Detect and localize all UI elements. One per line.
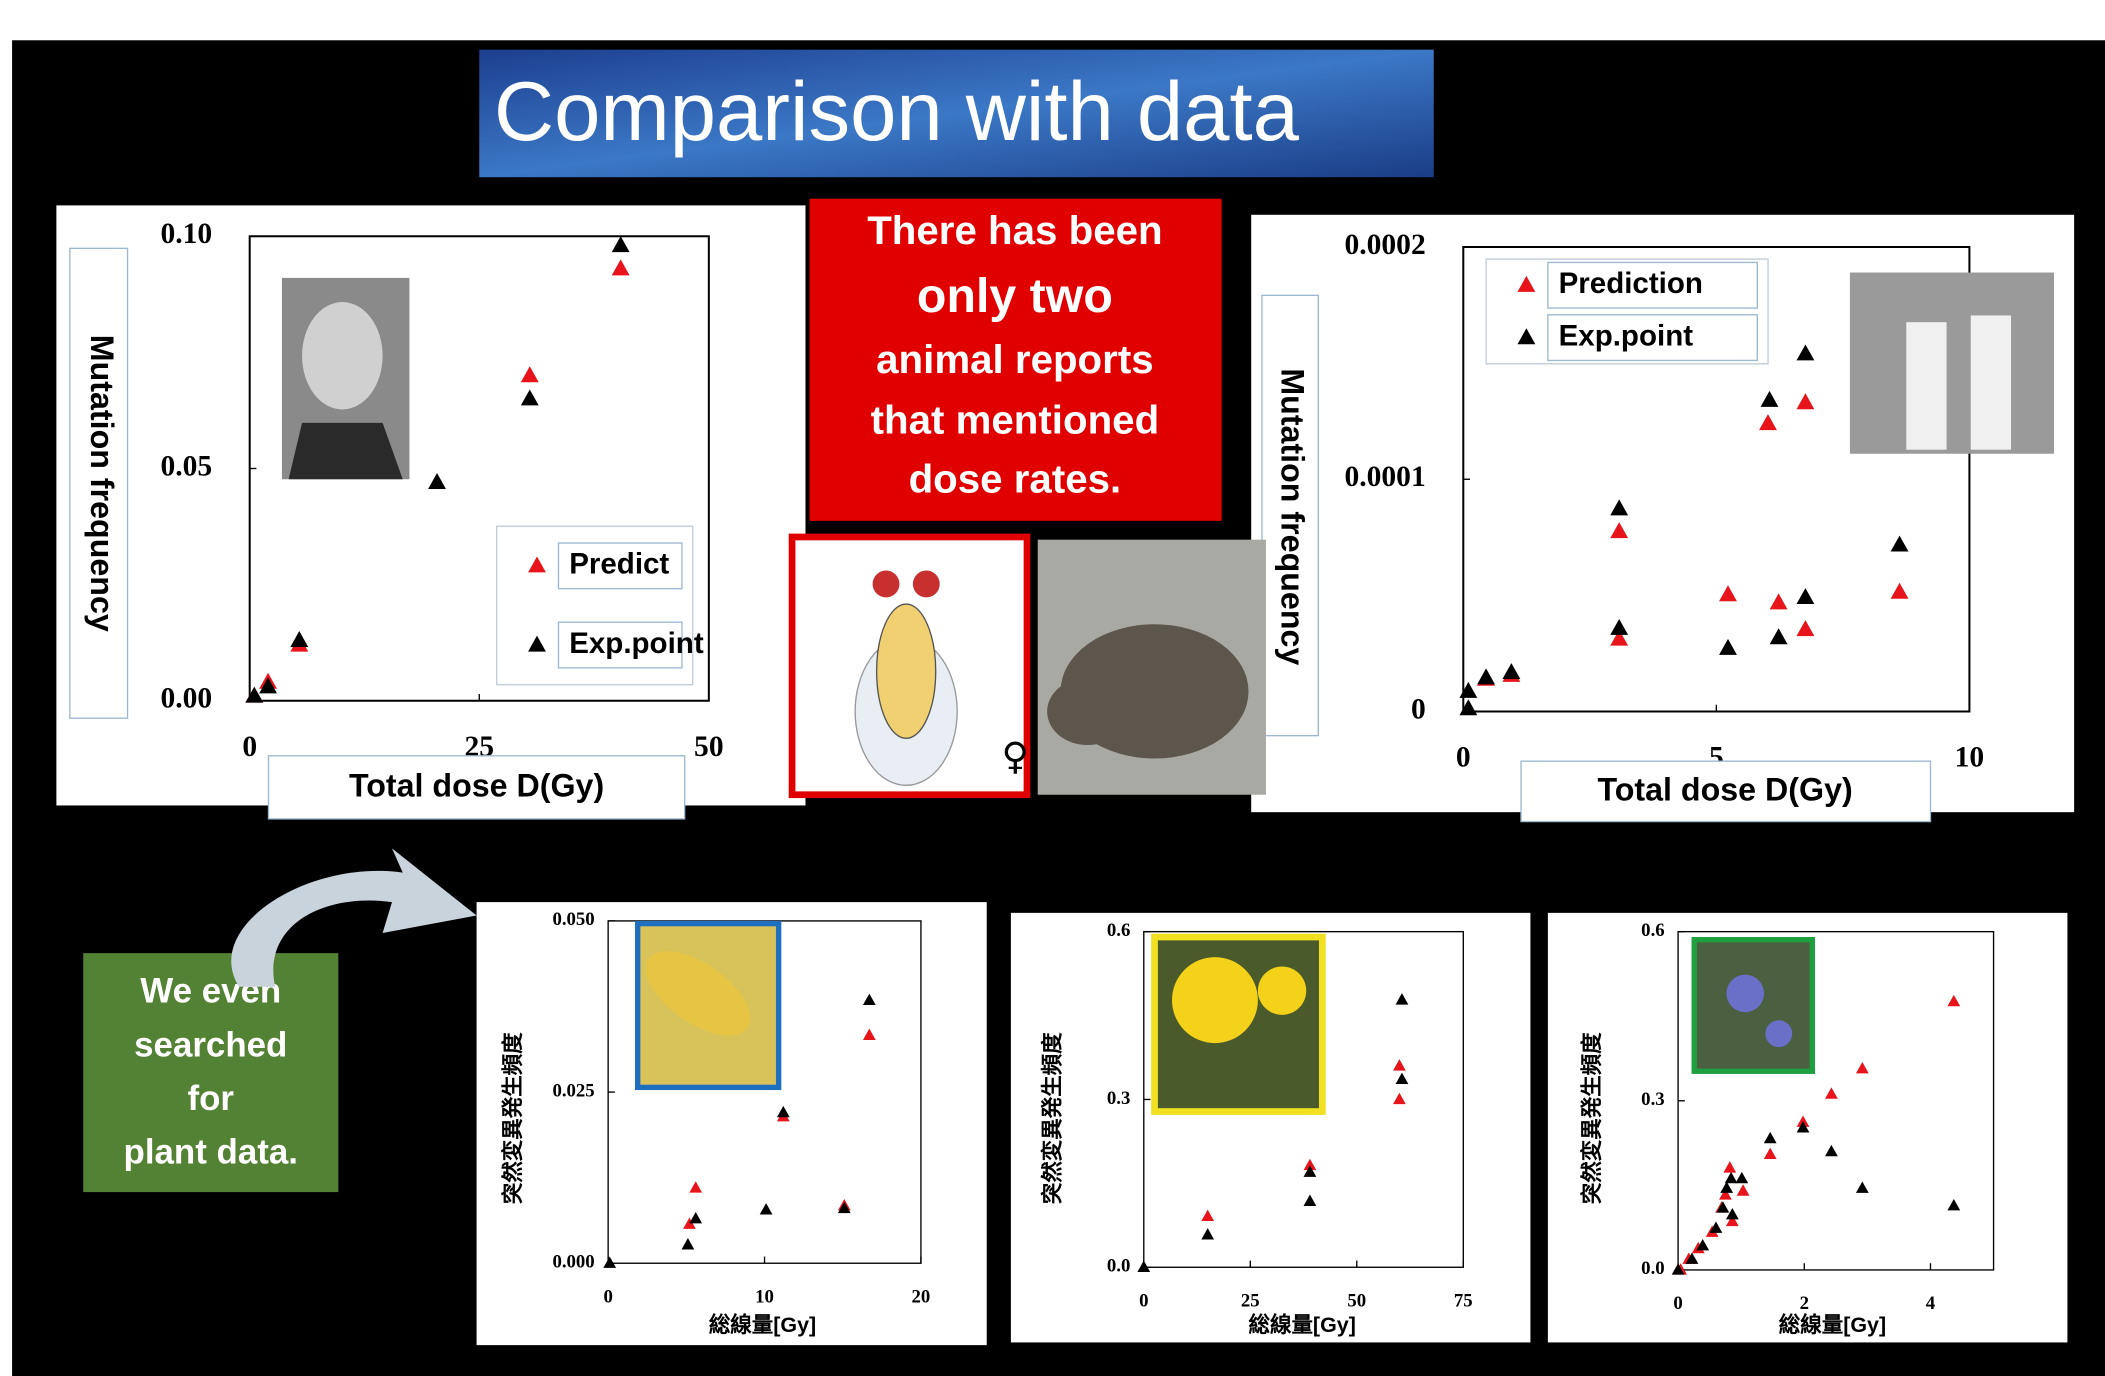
y-tick-label: 0.6 [1107, 920, 1130, 941]
y-tick-label: 0.0 [1641, 1258, 1664, 1279]
title: Comparison with data [494, 65, 1300, 158]
legend-label: Exp.point [1559, 319, 1694, 352]
x-axis-label: Total dose D(Gy) [349, 768, 604, 804]
callout-line: dose rates. [909, 457, 1122, 502]
x-tick-label: 0 [603, 1286, 612, 1307]
x-tick-label: 0 [1456, 742, 1471, 774]
fly-eye [873, 571, 900, 598]
y-tick-label: 0.00 [160, 683, 212, 715]
y-tick-label: 0.6 [1641, 920, 1664, 941]
plant-note-line: for [188, 1079, 235, 1118]
x-axis-label: 総線量[Gy] [1249, 1312, 1356, 1337]
x-tick-label: 25 [1241, 1290, 1260, 1311]
y-tick-label: 0.05 [160, 450, 212, 482]
x-axis-label: Total dose D(Gy) [1597, 772, 1852, 808]
legend-label: Exp.point [569, 627, 704, 660]
x-tick-label: 0 [242, 731, 257, 763]
y-tick-label: 0.10 [160, 218, 212, 250]
y-axis-label: 突然変異発生頻度 [500, 1032, 525, 1204]
callout-line: animal reports [876, 337, 1153, 382]
portrait-face [302, 302, 383, 409]
y-axis-label: 突然変異発生頻度 [1040, 1032, 1065, 1204]
y-tick-label: 0.3 [1641, 1089, 1664, 1110]
x-axis-label: 総線量[Gy] [709, 1312, 816, 1337]
y-axis-label: 突然変異発生頻度 [1579, 1032, 1604, 1204]
y-tick-label: 0.000 [552, 1252, 594, 1273]
x-tick-label: 50 [694, 731, 724, 763]
page: {"title": "Comparison with data", "callo… [0, 0, 2105, 1376]
y-tick-label: 0.0002 [1345, 229, 1426, 261]
y-tick-label: 0 [1411, 693, 1426, 725]
y-tick-label: 0.0 [1107, 1256, 1130, 1277]
x-tick-label: 20 [912, 1286, 931, 1307]
lab-coat [1971, 315, 2011, 449]
x-tick-label: 50 [1347, 1290, 1366, 1311]
chart-panel [56, 205, 805, 805]
flower [1172, 957, 1258, 1043]
x-tick-label: 75 [1454, 1290, 1473, 1311]
y-tick-label: 0.3 [1107, 1088, 1130, 1109]
female-symbol: ♀ [1001, 734, 1029, 778]
y-tick-label: 0.050 [552, 909, 594, 930]
flower [1765, 1020, 1792, 1047]
lab-coat [1906, 322, 1946, 450]
x-tick-label: 0 [1673, 1293, 1682, 1314]
plant-note-line: plant data. [124, 1133, 298, 1172]
flower [1258, 967, 1306, 1015]
legend-label: Prediction [1559, 267, 1703, 300]
callout-line: only two [917, 269, 1113, 323]
x-tick-label: 10 [755, 1286, 774, 1307]
x-tick-label: 0 [1139, 1290, 1148, 1311]
flower [1726, 975, 1764, 1013]
plant-note-line: searched [134, 1025, 287, 1064]
legend-label: Predict [569, 548, 669, 581]
y-tick-label: 0.0001 [1345, 461, 1426, 493]
y-tick-label: 0.025 [552, 1080, 594, 1101]
callout: There has been only two animal reports that… [867, 208, 1162, 501]
callout-line: There has been [867, 208, 1162, 253]
y-axis-label: Mutation frequency [84, 335, 120, 632]
x-axis-label: 総線量[Gy] [1779, 1312, 1886, 1337]
x-tick-label: 10 [1955, 742, 1985, 774]
left-margin [0, 0, 12, 1376]
fly-body [877, 604, 936, 738]
slide: Comparison with data There has been only … [0, 0, 2105, 1376]
x-tick-label: 2 [1800, 1293, 1809, 1314]
lab-photo [1850, 273, 2054, 454]
fly-eye [913, 571, 940, 598]
y-axis-label: Mutation frequency [1275, 368, 1311, 665]
callout-line: that mentioned [871, 398, 1160, 443]
mouse-head [1047, 678, 1128, 745]
top-margin [0, 0, 2105, 40]
x-tick-label: 4 [1926, 1293, 1936, 1314]
